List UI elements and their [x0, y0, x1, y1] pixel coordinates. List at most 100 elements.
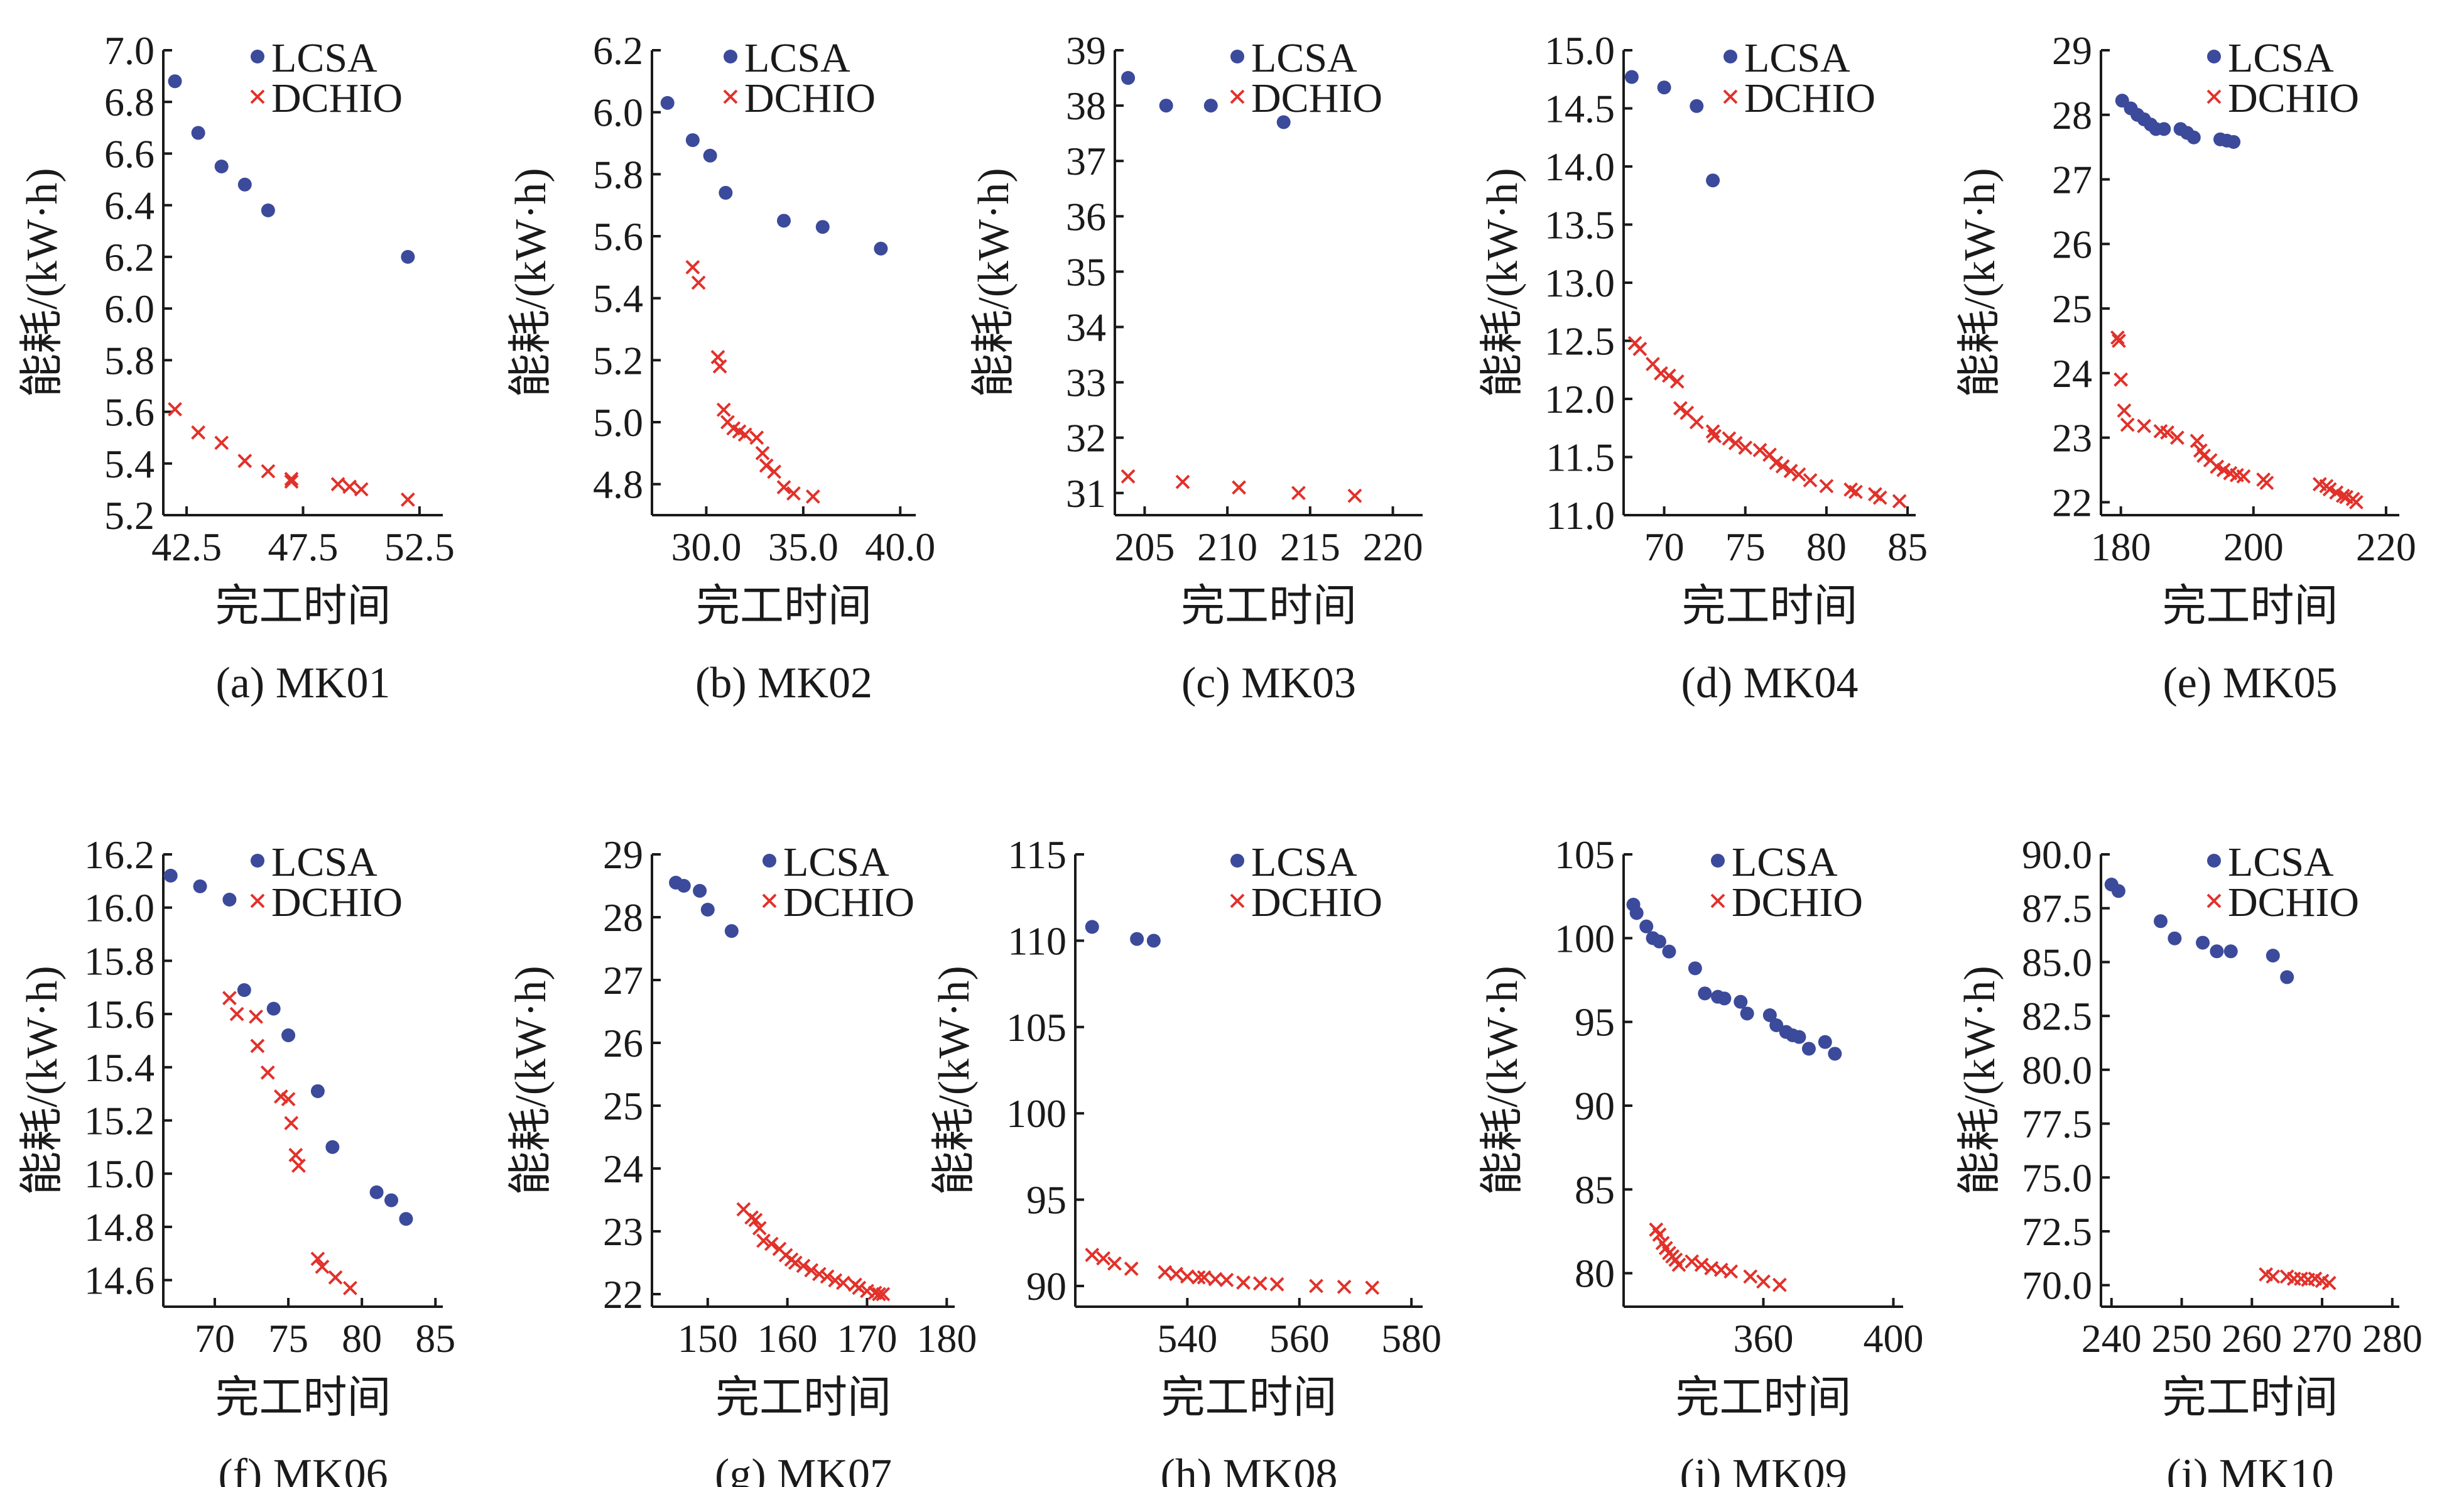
y-tick-label: 33 [1066, 361, 1106, 405]
lcsa-point [1792, 1030, 1806, 1044]
legend-lcsa-marker [1230, 50, 1244, 63]
y-tick-label: 5.2 [104, 493, 155, 538]
x-tick-label: 75 [268, 1316, 308, 1361]
x-tick-label: 47.5 [268, 525, 339, 569]
dchio-point [1236, 1275, 1251, 1290]
y-axis-title: 能耗/(kW·h) [1479, 168, 1527, 397]
lcsa-point [2154, 914, 2168, 929]
lcsa-point [1801, 1042, 1816, 1056]
lcsa-point [237, 177, 252, 192]
dchio-point [786, 486, 801, 501]
y-tick-label: 82.5 [2022, 994, 2092, 1038]
lcsa-point [1828, 1047, 1842, 1061]
x-tick-label: 70 [195, 1316, 235, 1361]
dchio-point [805, 489, 820, 504]
dchio-point [748, 1212, 763, 1228]
y-tick-label: 80 [1575, 1251, 1615, 1296]
x-tick-label: 210 [1197, 525, 1257, 569]
lcsa-point [1146, 934, 1161, 948]
legend-dchio-label: DCHIO [2228, 75, 2359, 121]
dchio-point [222, 991, 237, 1006]
legend-lcsa-marker [2207, 50, 2221, 63]
x-axis-title: 完工时间 [1161, 1374, 1337, 1422]
y-tick-label: 26 [2052, 222, 2092, 266]
y-tick-label: 15.2 [84, 1099, 155, 1143]
legend-dchio-label: DCHIO [271, 75, 403, 121]
chart-panel-1: 5.2 5.4 5.6 5.8 6.0 6.2 6.4 6.6 6.8 7.0 42.5 47.5 52… [18, 28, 455, 707]
x-tick-label: 250 [2152, 1316, 2212, 1361]
legend-lcsa-marker [251, 854, 264, 868]
x-axis-title: 完工时间 [696, 582, 872, 631]
lcsa-point [1657, 80, 1671, 95]
dchio-point [1685, 1254, 1700, 1269]
dchio-point [1096, 1251, 1111, 1266]
y-tick-label: 110 [1007, 918, 1066, 963]
y-tick-label: 5.8 [593, 152, 643, 197]
x-tick-label: 205 [1114, 525, 1175, 569]
y-tick-label: 31 [1066, 471, 1106, 516]
lcsa-point [2111, 884, 2125, 898]
y-tick-label: 27 [603, 958, 643, 1003]
x-axis-title: 完工时间 [2163, 1374, 2338, 1422]
y-tick-label: 28 [603, 895, 643, 940]
lcsa-point [1159, 99, 1173, 113]
x-axis-title: 完工时间 [715, 1374, 891, 1422]
lcsa-point [1706, 173, 1720, 188]
dchio-point [1347, 488, 1362, 503]
y-tick-label: 29 [2052, 28, 2092, 73]
y-axis-title: 能耗/(kW·h) [930, 966, 979, 1195]
y-tick-label: 6.2 [104, 235, 155, 280]
dchio-point [328, 1270, 343, 1285]
legend-lcsa-marker [1723, 50, 1737, 63]
dchio-point [2196, 449, 2212, 463]
y-tick-label: 15.4 [84, 1045, 155, 1090]
dchio-point [1723, 1264, 1739, 1279]
panel-caption: (g) MK07 [715, 1451, 892, 1487]
dchio-point [2335, 488, 2350, 503]
y-tick-label: 87.5 [2022, 886, 2092, 931]
x-tick-label: 540 [1157, 1316, 1217, 1361]
lcsa-point [1130, 932, 1144, 946]
dchio-point [1337, 1279, 1352, 1294]
lcsa-point [1639, 919, 1654, 934]
y-tick-label: 35 [1066, 249, 1106, 294]
dchio-point [767, 464, 781, 479]
y-tick-label: 13.0 [1544, 261, 1615, 305]
lcsa-point [214, 160, 229, 173]
x-tick-label: 85 [415, 1316, 455, 1361]
legend-dchio-label: DCHIO [783, 880, 915, 925]
lcsa-point [163, 868, 178, 883]
y-tick-label: 85 [1575, 1167, 1615, 1212]
y-tick-label: 11.0 [1546, 493, 1615, 538]
dchio-point [1743, 1269, 1758, 1284]
y-tick-label: 100 [1555, 916, 1615, 961]
lcsa-point [325, 1140, 340, 1154]
dchio-point [737, 427, 752, 442]
dchio-point [752, 1221, 767, 1236]
dchio-point [2120, 417, 2135, 432]
chart-panel-6: 14.6 14.8 15.0 15.2 15.4 15.6 15.8 16.0 16.2 70 75… [18, 832, 455, 1487]
panel-caption: (j) MK10 [2166, 1451, 2333, 1487]
legend-lcsa-label: LCSA [271, 839, 377, 885]
dchio-point [1124, 1261, 1139, 1276]
legend-dchio-label: DCHIO [1744, 75, 1875, 121]
dchio-point [1232, 480, 1246, 495]
lcsa-point [1698, 986, 1712, 1001]
dchio-point [691, 275, 706, 290]
y-tick-label: 100 [1006, 1091, 1066, 1136]
dchio-point [250, 1038, 265, 1054]
lcsa-point [815, 220, 830, 234]
lcsa-point [1818, 1035, 1832, 1049]
x-tick-label: 215 [1280, 525, 1340, 569]
dchio-point [288, 1148, 303, 1163]
dchio-point [788, 1255, 803, 1270]
x-tick-label: 85 [1887, 525, 1928, 569]
dchio-point [755, 445, 770, 460]
lcsa-point [369, 1185, 384, 1199]
dchio-point [811, 1266, 827, 1282]
panel-caption: (a) MK01 [216, 659, 391, 707]
dchio-point [1673, 401, 1688, 416]
dchio-point [2160, 425, 2174, 440]
